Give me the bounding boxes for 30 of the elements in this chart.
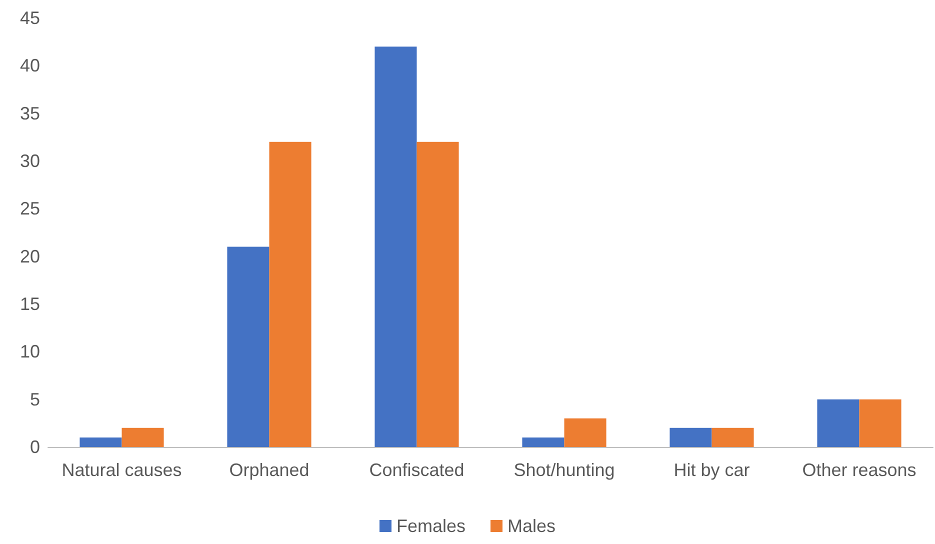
y-tick-label: 35: [20, 103, 40, 124]
bar: [817, 399, 860, 447]
bar: [712, 428, 754, 447]
x-tick-label: Shot/hunting: [514, 460, 615, 480]
bar: [670, 428, 712, 447]
legend-label: Females: [396, 516, 466, 536]
x-tick-label: Confiscated: [369, 460, 464, 480]
x-tick-label: Hit by car: [674, 460, 750, 480]
bar: [80, 437, 122, 447]
y-tick-label: 30: [20, 151, 40, 171]
x-tick-label: Natural causes: [62, 460, 182, 480]
y-tick-label: 0: [30, 437, 40, 457]
y-tick-label: 25: [20, 198, 40, 219]
x-tick-label: Orphaned: [229, 460, 310, 480]
x-tick-label: Other reasons: [802, 460, 916, 480]
bar: [122, 428, 164, 447]
bar: [522, 437, 564, 447]
y-tick-label: 10: [20, 342, 40, 362]
y-tick-label: 5: [30, 389, 40, 410]
y-tick-label: 40: [20, 56, 40, 76]
bar: [227, 246, 270, 447]
legend-label: Males: [508, 516, 556, 536]
bar: [374, 46, 417, 447]
y-tick-label: 45: [20, 8, 40, 28]
y-tick-label: 20: [20, 246, 40, 266]
y-tick-label: 15: [20, 294, 40, 314]
bar: [416, 142, 459, 447]
bar: [269, 142, 312, 447]
bar: [564, 418, 606, 447]
bar: [859, 399, 902, 447]
